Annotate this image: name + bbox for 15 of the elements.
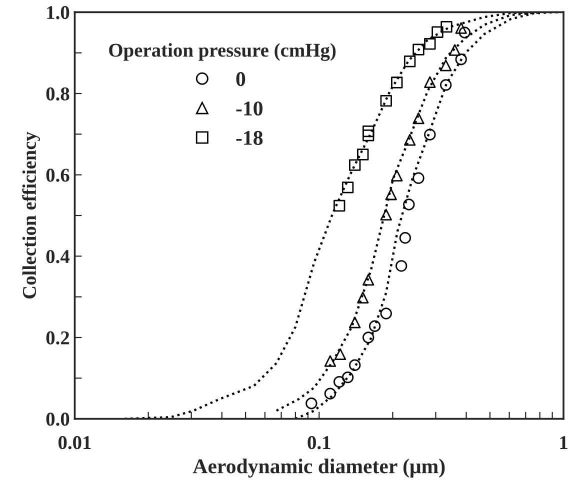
x-tick-label: 1 — [560, 436, 568, 449]
y-tick-label: 0.8 — [46, 87, 70, 101]
y-tick-label: 0.2 — [46, 331, 70, 345]
x-tick-label: 0.1 — [308, 436, 330, 450]
y-tick-label: 0.0 — [46, 412, 70, 426]
y-tick-label: 0.4 — [46, 250, 70, 264]
y-tick-label: 0.6 — [46, 168, 70, 182]
legend-label: -18 — [236, 130, 263, 145]
y-tick-label: 1.0 — [47, 6, 70, 20]
x-tick-label: 0.01 — [58, 436, 91, 450]
legend-label: -10 — [236, 101, 262, 116]
x-axis-title: Aerodynamic diameter (μm) — [192, 458, 445, 478]
legend-label: 0 — [236, 72, 246, 86]
legend-title: Operation pressure (cmHg) — [109, 43, 336, 61]
y-axis-title: Collection efficiency — [22, 132, 40, 299]
